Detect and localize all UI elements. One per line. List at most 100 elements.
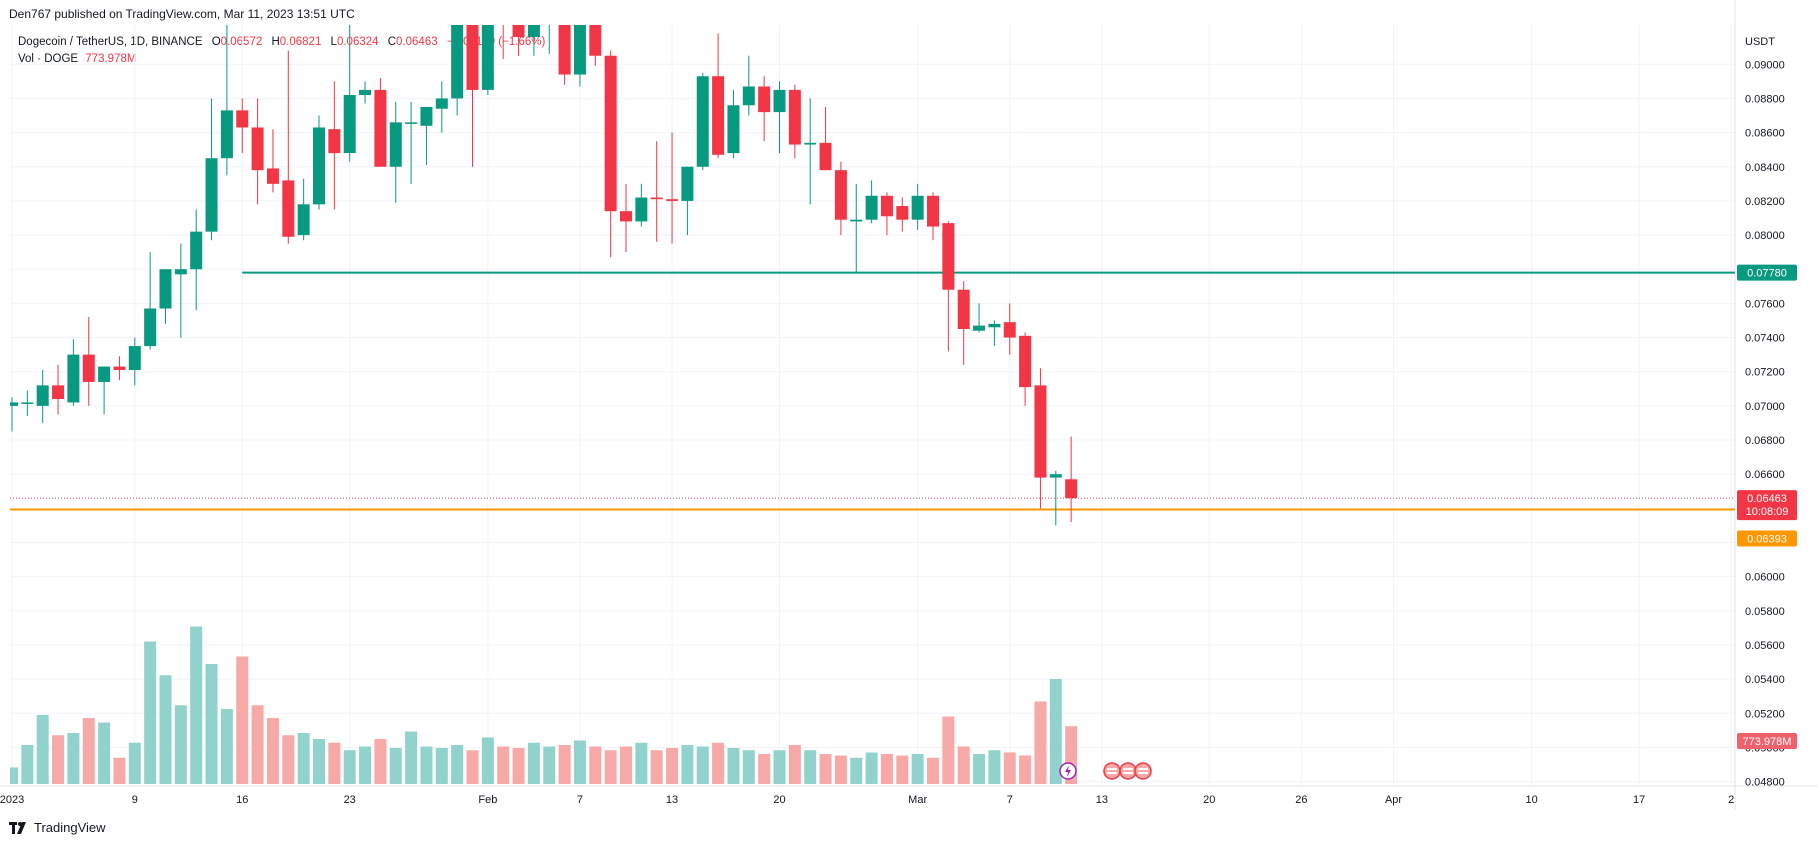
y-tick-label: 0.06000 <box>1745 572 1785 584</box>
flag-stripe <box>1138 772 1148 774</box>
volume-bar <box>957 746 970 784</box>
y-tick-label: 0.08600 <box>1745 128 1785 140</box>
candle-body <box>190 231 203 270</box>
legend-volume-row: Vol · DOGE 773.978M <box>18 51 545 68</box>
volume-bar <box>1019 755 1032 784</box>
volume-bar <box>1034 701 1047 784</box>
volume-badge <box>1737 733 1797 749</box>
candle-body <box>52 385 65 400</box>
x-tick-label: Mar <box>908 794 927 806</box>
volume-bar <box>896 755 909 784</box>
volume-bar <box>927 757 939 784</box>
y-tick-label: 0.08000 <box>1745 230 1785 242</box>
volume-bar <box>313 739 325 784</box>
candle-body <box>359 89 372 96</box>
y-tick-label: 0.05800 <box>1745 606 1785 618</box>
flag-stripe <box>1138 768 1148 770</box>
candle-body <box>650 197 663 200</box>
volume-bar <box>788 745 801 784</box>
candle-body <box>297 204 310 236</box>
y-tick-label: 0.07600 <box>1745 298 1785 310</box>
candle-body <box>788 89 801 145</box>
candle-body <box>1003 322 1016 338</box>
x-tick-label: 13 <box>1096 794 1108 806</box>
last-price-badge-text: 0.06463 <box>1747 493 1787 505</box>
y-tick-label: 0.09000 <box>1745 59 1785 71</box>
x-tick-label: 13 <box>666 794 678 806</box>
volume-bar <box>973 754 986 784</box>
candle-body <box>343 95 356 154</box>
volume-bar <box>988 750 1001 784</box>
volume-bar <box>67 733 80 784</box>
candle-body <box>973 325 986 331</box>
candle-body <box>957 289 970 329</box>
y-tick-label: 0.06800 <box>1745 435 1785 447</box>
candle-body <box>36 385 49 406</box>
volume-bar <box>558 745 571 784</box>
volume-bar <box>251 705 264 784</box>
volume-bar <box>451 745 464 784</box>
y-tick-label: 0.05200 <box>1745 708 1785 720</box>
volume-bar <box>650 750 663 784</box>
volume-bar <box>727 748 740 784</box>
tradingview-logo-icon <box>9 821 26 834</box>
candle-body <box>220 110 233 159</box>
x-tick-label: 2 <box>1728 794 1734 806</box>
x-tick-label: 17 <box>1633 794 1645 806</box>
volume-bar <box>696 746 709 784</box>
volume-bar <box>819 754 832 784</box>
volume-bar <box>236 656 249 784</box>
candle-body <box>1049 474 1062 478</box>
volume-bar <box>82 718 95 784</box>
candle-body <box>98 366 111 382</box>
y-tick-label: 0.07200 <box>1745 367 1785 379</box>
legend-volume-label: Vol · DOGE <box>18 53 79 65</box>
volume-bar <box>466 750 479 784</box>
volume-bar <box>681 745 694 784</box>
flag-stripe <box>1123 768 1133 770</box>
candle-body <box>174 269 187 275</box>
volume-bar <box>481 737 494 784</box>
volume-bar <box>405 731 418 784</box>
volume-bar <box>190 626 203 784</box>
us-flag-event-icon <box>1134 762 1152 780</box>
volume-bar <box>374 739 387 784</box>
candle-body <box>666 199 679 201</box>
candle-body <box>834 170 847 220</box>
candle-body <box>850 219 863 222</box>
candle-body <box>527 25 540 37</box>
legend-close: 0.06463 <box>396 36 438 48</box>
volume-bar <box>1049 679 1062 784</box>
candle-body <box>988 323 1001 328</box>
footer-brand: TradingView <box>34 820 106 835</box>
candle-body <box>466 25 479 90</box>
volume-bar <box>435 748 448 784</box>
flag-stripe <box>1123 772 1133 774</box>
candle-body <box>696 76 709 167</box>
candle-body <box>374 89 387 167</box>
legend-low: 0.06324 <box>336 36 379 48</box>
candle-body <box>1019 335 1032 388</box>
volume-bar <box>328 742 341 784</box>
candle-body <box>558 25 571 75</box>
volume-bar <box>205 664 218 784</box>
us-flag-event-icon <box>1119 762 1137 780</box>
candle-body <box>128 346 141 370</box>
x-tick-label: 16 <box>236 794 248 806</box>
candle-body <box>712 76 725 155</box>
x-tick-label: 2023 <box>0 794 24 806</box>
volume-bar <box>865 752 878 784</box>
x-tick-label: 23 <box>344 794 356 806</box>
volume-bar <box>220 709 233 784</box>
volume-bar <box>527 742 540 784</box>
x-tick-label: 7 <box>1007 794 1013 806</box>
volume-bar <box>144 641 157 784</box>
volume-bar <box>159 675 172 784</box>
candle-body <box>742 86 755 106</box>
legend-high-label: H <box>271 36 280 48</box>
flag-stripe <box>1107 768 1117 770</box>
volume-bar <box>282 735 295 784</box>
volume-bar <box>666 748 679 784</box>
volume-bar <box>589 746 602 784</box>
